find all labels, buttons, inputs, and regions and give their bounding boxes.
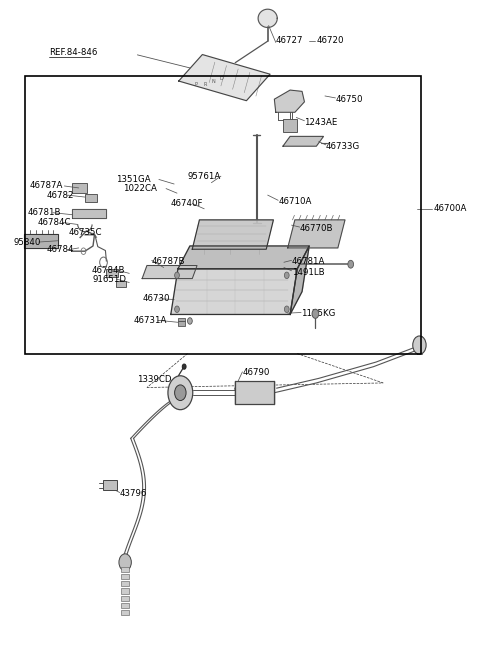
Text: 46770B: 46770B xyxy=(300,224,333,233)
Polygon shape xyxy=(288,220,345,248)
Text: D: D xyxy=(219,76,223,81)
Bar xyxy=(103,480,117,490)
Polygon shape xyxy=(178,246,309,269)
Text: 46735C: 46735C xyxy=(68,229,102,237)
Circle shape xyxy=(175,385,186,401)
Polygon shape xyxy=(290,246,309,314)
Text: 1351GA: 1351GA xyxy=(116,175,151,184)
Bar xyxy=(72,183,87,193)
Polygon shape xyxy=(275,90,304,112)
Text: REF.84-846: REF.84-846 xyxy=(49,48,97,57)
Text: 46782: 46782 xyxy=(47,191,74,200)
Circle shape xyxy=(188,318,192,324)
Bar xyxy=(121,567,130,572)
Text: 1022CA: 1022CA xyxy=(123,184,157,193)
Bar xyxy=(116,280,126,287)
Circle shape xyxy=(312,309,319,318)
Text: 46784B: 46784B xyxy=(92,266,126,274)
Text: 43796: 43796 xyxy=(120,489,147,498)
Polygon shape xyxy=(142,265,197,278)
Text: 46781B: 46781B xyxy=(28,208,61,217)
Bar xyxy=(85,194,97,202)
Bar xyxy=(178,318,185,326)
Text: N: N xyxy=(212,79,216,84)
Text: 46727: 46727 xyxy=(276,36,303,45)
Text: 1339CD: 1339CD xyxy=(137,375,172,384)
Bar xyxy=(235,381,275,404)
Text: 95761A: 95761A xyxy=(188,172,221,181)
Circle shape xyxy=(182,364,186,369)
Bar xyxy=(121,610,130,615)
Text: R: R xyxy=(204,82,207,86)
Bar xyxy=(25,77,421,354)
Text: 46784C: 46784C xyxy=(37,218,71,227)
Text: 46710A: 46710A xyxy=(278,197,312,206)
Text: 46720: 46720 xyxy=(316,36,344,45)
Polygon shape xyxy=(171,269,297,314)
Circle shape xyxy=(175,306,180,312)
Text: 46787B: 46787B xyxy=(152,257,185,266)
Text: 46700A: 46700A xyxy=(433,204,467,214)
Circle shape xyxy=(413,336,426,354)
Bar xyxy=(121,595,130,601)
Polygon shape xyxy=(179,54,270,101)
Polygon shape xyxy=(24,234,58,248)
Bar xyxy=(107,269,118,277)
Text: 95840: 95840 xyxy=(13,238,41,246)
Circle shape xyxy=(168,376,193,409)
Polygon shape xyxy=(283,136,324,146)
Text: 46781A: 46781A xyxy=(291,257,325,266)
Circle shape xyxy=(284,306,289,312)
Polygon shape xyxy=(258,9,277,28)
Text: 1243AE: 1243AE xyxy=(304,117,338,126)
Text: 1491LB: 1491LB xyxy=(291,267,324,276)
Text: 46733G: 46733G xyxy=(326,141,360,151)
Text: 46784: 46784 xyxy=(47,246,74,254)
Bar xyxy=(121,574,130,579)
Text: 46790: 46790 xyxy=(242,368,270,377)
Text: 46787A: 46787A xyxy=(30,181,63,191)
Text: P: P xyxy=(195,83,198,87)
Bar xyxy=(283,119,297,132)
Text: 46730: 46730 xyxy=(142,294,169,303)
Text: 46750: 46750 xyxy=(336,95,363,103)
Circle shape xyxy=(119,554,132,571)
Polygon shape xyxy=(72,209,107,218)
Text: 46731A: 46731A xyxy=(134,316,168,325)
Bar xyxy=(121,581,130,586)
Circle shape xyxy=(348,260,354,268)
Circle shape xyxy=(284,272,289,278)
Circle shape xyxy=(175,272,180,278)
Bar xyxy=(121,603,130,608)
Polygon shape xyxy=(192,220,274,250)
Text: 46740F: 46740F xyxy=(171,199,204,208)
Bar xyxy=(121,588,130,593)
Text: 91651D: 91651D xyxy=(92,275,126,284)
Text: 1125KG: 1125KG xyxy=(301,309,336,318)
